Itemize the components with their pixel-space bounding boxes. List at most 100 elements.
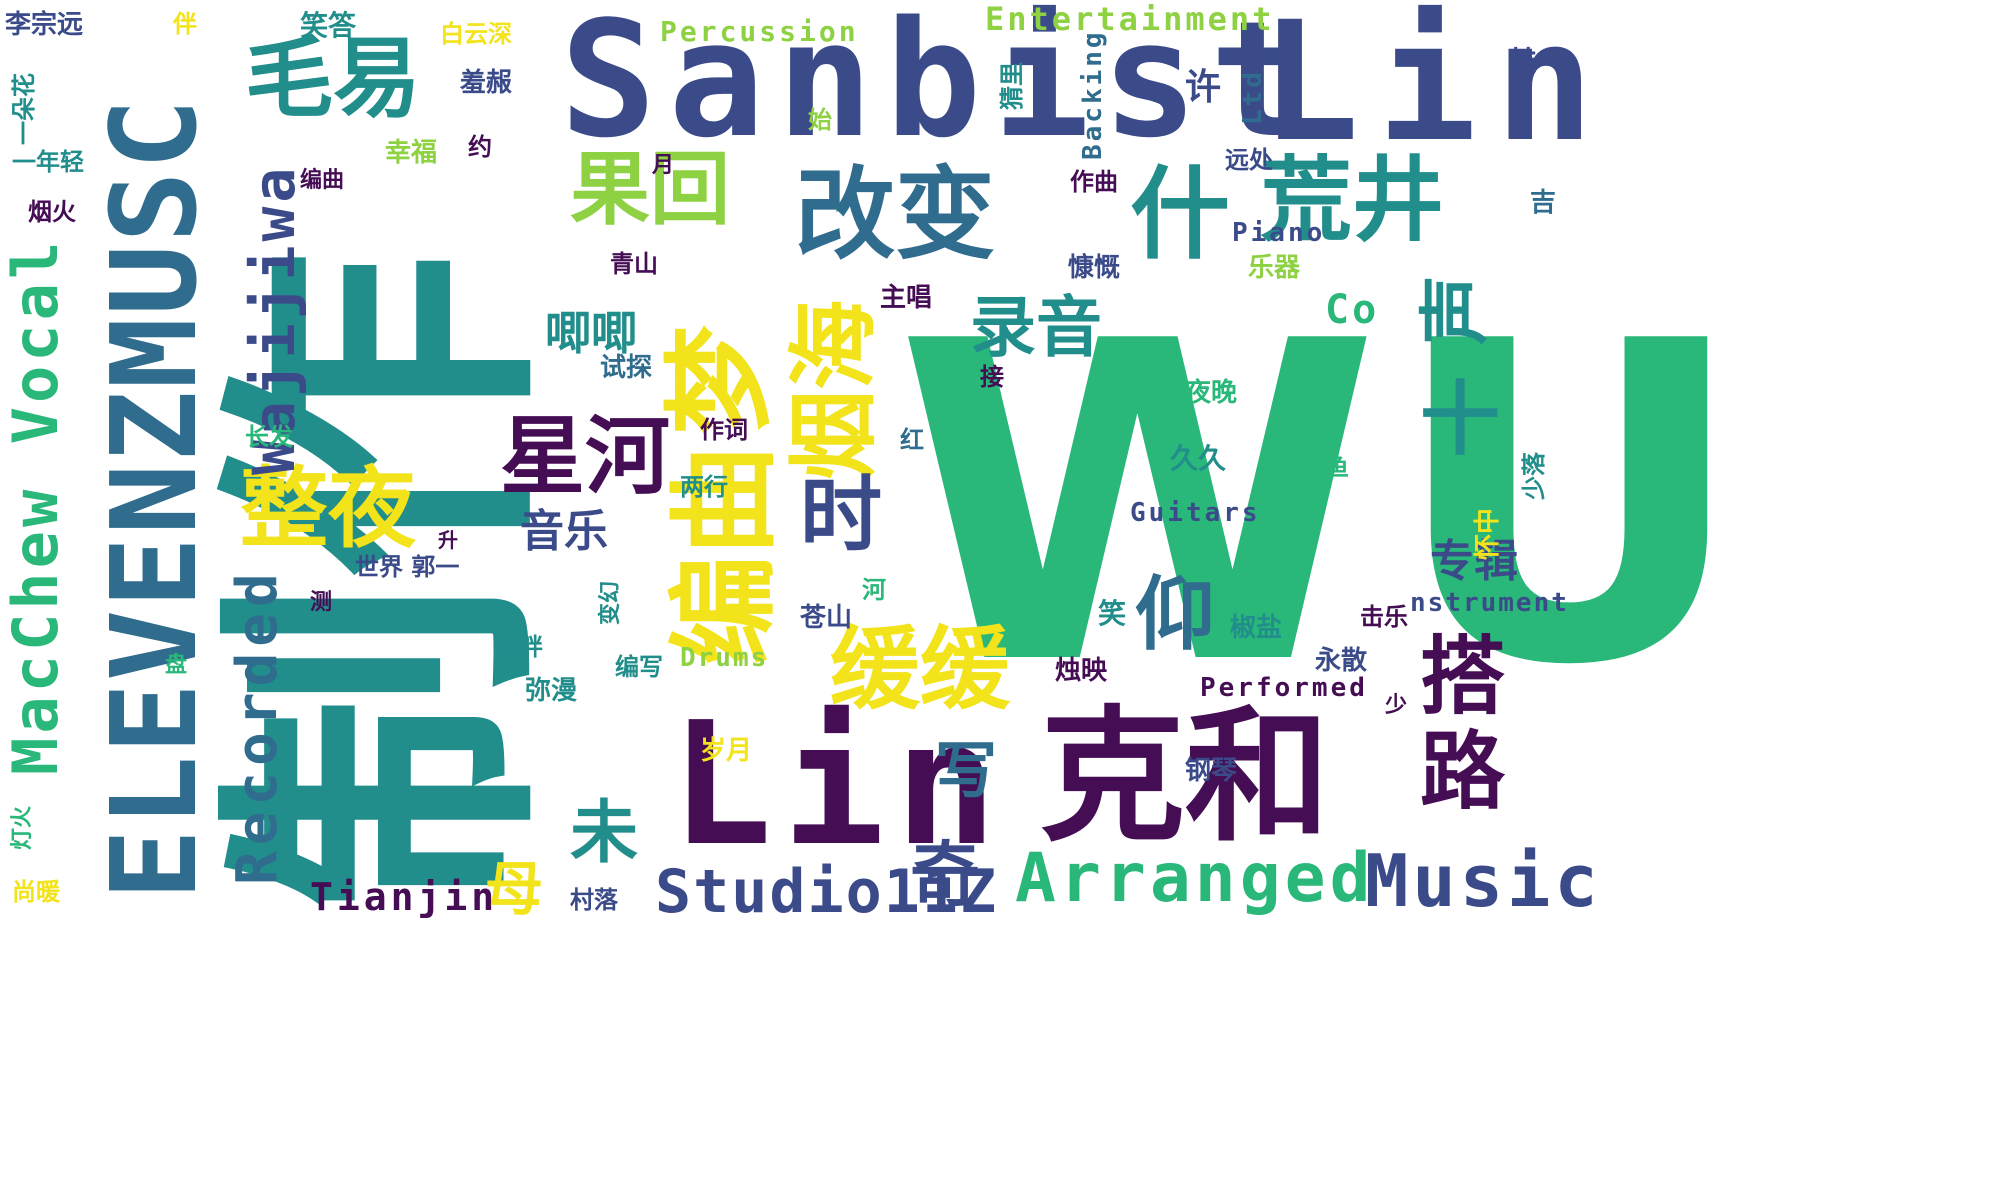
- word: 灯火: [10, 805, 35, 850]
- word: 白云深: [440, 20, 512, 48]
- word: 羞赧: [460, 68, 513, 98]
- word: Piano: [1232, 218, 1326, 248]
- word: 永散: [1315, 646, 1368, 676]
- word: 升: [438, 528, 458, 552]
- word: Lin: [670, 686, 1008, 884]
- word: 作词: [700, 416, 748, 444]
- word: Percussion: [660, 15, 859, 48]
- word: MacChew Vocal: [0, 237, 72, 775]
- word: 测: [310, 590, 333, 615]
- word: Entertainment: [985, 0, 1275, 38]
- word: 什: [1130, 156, 1230, 273]
- word: 村落: [570, 886, 618, 914]
- word: Recorded: [225, 567, 290, 885]
- word: 未: [570, 794, 639, 873]
- word: 许: [1185, 67, 1222, 108]
- word: 鼓: [1508, 45, 1537, 78]
- word: 幸福: [385, 138, 438, 168]
- word: 接: [980, 363, 1004, 391]
- word: 改变: [795, 156, 995, 273]
- word: 唧唧: [545, 306, 637, 360]
- word: 久久: [1170, 442, 1227, 475]
- word: 红: [900, 426, 924, 454]
- word: 青山: [610, 250, 658, 278]
- word: nstrument: [1410, 588, 1569, 618]
- word: Studio11Z: [655, 857, 999, 927]
- word: 整夜: [240, 457, 417, 560]
- word: 变幻: [598, 580, 623, 625]
- word: Drums: [680, 643, 769, 673]
- word: 猜里: [998, 62, 1026, 110]
- word: Arranged: [1015, 839, 1375, 918]
- word: 试探: [600, 353, 653, 383]
- word: 荒井: [1260, 147, 1445, 254]
- word: 鱼: [1325, 453, 1349, 481]
- word: 写: [935, 734, 998, 807]
- word: 编曲: [300, 168, 345, 193]
- word: 乐器: [1248, 253, 1301, 283]
- word: 仰: [1135, 568, 1215, 661]
- word: Co: [1325, 287, 1380, 333]
- word: 尚暖: [12, 878, 60, 906]
- word: 烟海: [782, 300, 887, 480]
- word: 路: [1420, 723, 1506, 822]
- word: 搭: [1420, 628, 1506, 727]
- word: 约: [468, 133, 492, 161]
- word: 少: [1385, 693, 1408, 718]
- word: 伴: [173, 10, 197, 38]
- word: 烟火: [28, 198, 76, 226]
- word: 十: [1420, 373, 1500, 466]
- word: Music: [1365, 839, 1602, 923]
- word: 作曲: [1070, 168, 1118, 196]
- word: 编写: [615, 653, 663, 681]
- word: 克和: [1040, 693, 1330, 862]
- word: 音乐: [520, 506, 608, 557]
- word: 苍山: [800, 603, 853, 633]
- word: 击乐: [1360, 603, 1408, 631]
- word: 慷慨: [1068, 253, 1121, 283]
- word: 笑: [1098, 597, 1127, 630]
- word: 缓缓: [830, 617, 1010, 722]
- word: 专辑: [1430, 536, 1518, 587]
- word: 长发: [245, 423, 293, 451]
- word: 一朵花: [10, 73, 38, 145]
- word: 果回: [570, 143, 730, 236]
- word: 毛易: [245, 27, 422, 130]
- word: 李宗远: [5, 10, 84, 40]
- word: 时: [800, 468, 883, 563]
- word: 一年轻: [12, 148, 84, 176]
- word: 夜晚: [1185, 378, 1238, 408]
- word: 笑答: [300, 9, 357, 42]
- word: 钢琴: [1185, 756, 1238, 786]
- word: WU: [895, 249, 1758, 761]
- word: Backing: [1078, 29, 1108, 160]
- word: ELEVENZMUSC: [85, 96, 223, 900]
- word: 怀中: [1473, 507, 1503, 560]
- word: 水畔: [495, 633, 543, 661]
- word: 声: [1414, 275, 1496, 345]
- word: 少落: [1520, 452, 1548, 500]
- word: 星河: [500, 408, 671, 507]
- word: 远处: [1225, 146, 1273, 174]
- word: 月: [652, 153, 675, 178]
- word: 奇: [910, 834, 980, 916]
- word: Tianjin: [310, 875, 499, 919]
- word: 盘: [165, 653, 188, 678]
- word: 录音: [970, 289, 1102, 366]
- word: 始: [808, 106, 832, 134]
- word: Performed: [1200, 673, 1368, 703]
- word: Sanbist: [560, 0, 1319, 173]
- word: Guitars: [1130, 498, 1261, 528]
- word: 岁月: [700, 736, 753, 766]
- word: 两行: [680, 473, 728, 501]
- word: 弥漫: [525, 676, 578, 706]
- word: 椒盐: [1230, 613, 1283, 643]
- word: 主唱: [880, 283, 933, 313]
- word: 河: [862, 576, 886, 604]
- word: Ltd: [1238, 69, 1268, 125]
- word: 烛映: [1055, 656, 1108, 686]
- word: 母: [485, 855, 544, 923]
- word: 世界 郭一: [355, 553, 460, 581]
- word: Lin: [1260, 0, 1613, 178]
